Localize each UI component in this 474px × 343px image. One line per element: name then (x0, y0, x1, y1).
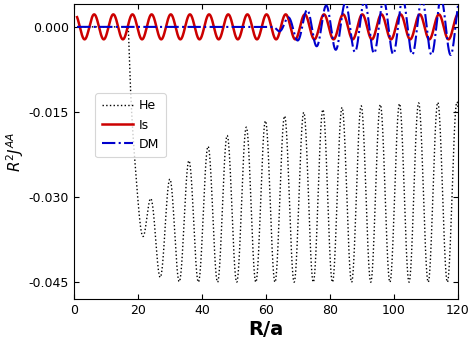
Line: DM: DM (77, 0, 458, 55)
DM (220, 25, 226, 29)
X-axis label: R/a: R/a (248, 320, 283, 339)
He (144, 220, 149, 224)
He (322, 124, 328, 128)
DM (74, 25, 80, 29)
DM (438, 0, 444, 1)
DM (387, 40, 393, 44)
DM (322, 6, 328, 10)
Is (158, 37, 164, 42)
Is (303, 13, 309, 17)
He (349, 280, 355, 284)
Is (74, 15, 80, 19)
DM (358, 12, 364, 16)
He (220, 201, 226, 205)
Is (322, 13, 328, 17)
Is (387, 37, 393, 41)
Is (144, 27, 149, 31)
Is (436, 12, 442, 16)
Legend: He, Is, DM: He, Is, DM (95, 93, 166, 157)
Is (220, 28, 226, 32)
DM (303, 10, 309, 14)
He (455, 105, 461, 109)
Y-axis label: $R^2J^{AA}$: $R^2J^{AA}$ (4, 131, 26, 172)
DM (144, 25, 149, 29)
Line: Is: Is (77, 14, 458, 39)
He (303, 124, 309, 128)
He (74, 25, 80, 29)
Line: He: He (77, 27, 458, 282)
Is (358, 13, 364, 17)
He (358, 104, 364, 108)
DM (455, 4, 461, 8)
He (387, 279, 393, 283)
Is (455, 12, 461, 16)
DM (448, 53, 454, 57)
